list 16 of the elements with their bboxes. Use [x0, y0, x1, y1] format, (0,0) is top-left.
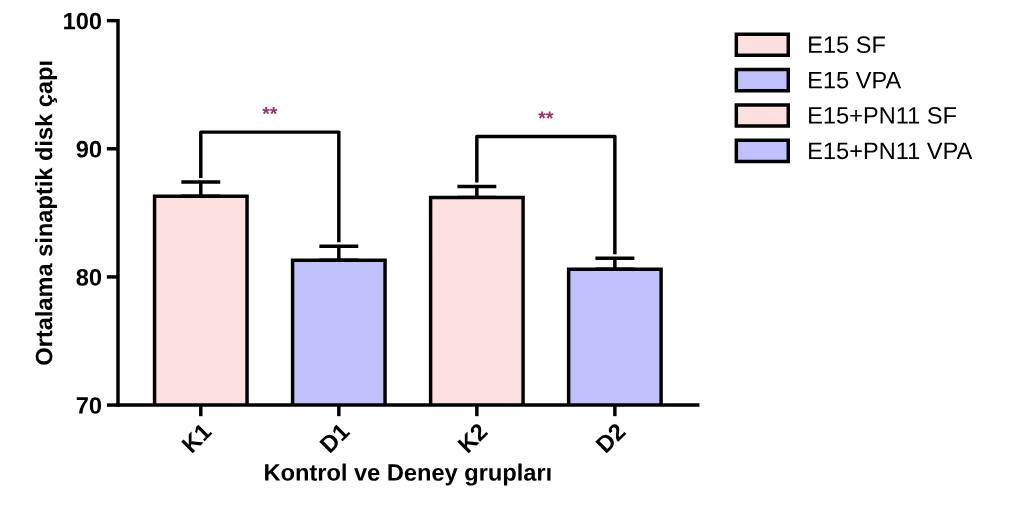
y-tick-label: 80 — [76, 268, 102, 286]
y-axis-title: Ortalama sinaptik disk çapı — [35, 61, 58, 365]
legend-label: E15 VPA — [809, 71, 902, 89]
y-tick-label: 90 — [76, 140, 102, 158]
x-tick-label: D2 — [595, 422, 627, 454]
y-tick-label: 100 — [64, 12, 102, 30]
legend-label: E15+PN11 VPA — [809, 142, 973, 160]
y-tick-label: 70 — [76, 397, 102, 414]
x-tick-label: K1 — [181, 422, 213, 454]
annotation: ** — [538, 111, 554, 119]
x-tick-label: K2 — [457, 422, 489, 454]
annotation: ** — [262, 107, 278, 115]
legend-label: E15 SF — [809, 36, 885, 54]
legend-label: E15+PN11 SF — [809, 107, 957, 124]
x-tick-label: D1 — [319, 422, 351, 454]
x-axis-title: Kontrol ve Deney grupları — [265, 463, 551, 486]
